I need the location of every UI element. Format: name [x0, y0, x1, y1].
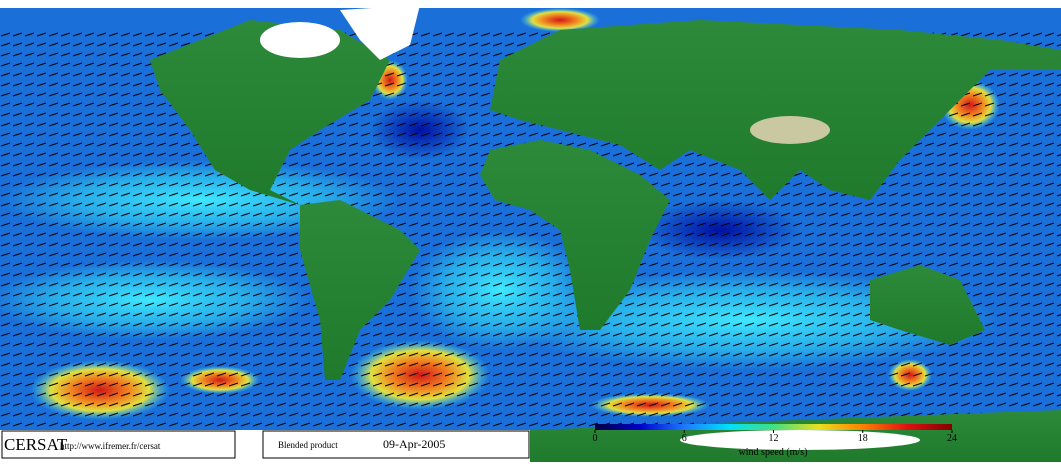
continents: [150, 20, 1061, 462]
colorbar-label: wind speed (m/s): [739, 447, 808, 458]
url: http://www.ifremer.fr/cersat: [60, 441, 161, 451]
colorbar-tick-label: 6: [682, 433, 687, 444]
colorbar-tick-label: 24: [947, 433, 957, 444]
ice: [0, 0, 1061, 60]
date: 09-Apr-2005: [383, 437, 445, 451]
colorbar-tick-label: 0: [593, 433, 598, 444]
logo-box: [1, 430, 236, 459]
colorbar-tick-label: 18: [858, 433, 868, 444]
product-box: [262, 430, 530, 459]
logo: CERSAT: [4, 435, 68, 454]
colorbar-tick-label: 12: [769, 433, 779, 444]
plateau: [750, 116, 830, 144]
colorbar: [595, 424, 952, 430]
product: Blended product: [278, 440, 338, 450]
